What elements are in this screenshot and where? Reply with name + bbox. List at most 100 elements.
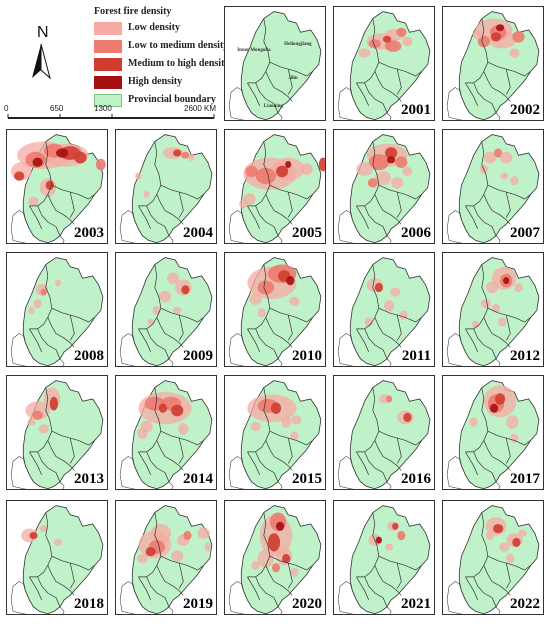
region-map [119, 134, 213, 243]
fire-density-blob [250, 422, 261, 432]
province-border [37, 205, 61, 236]
scale-bar: 0 650 1300 2600 KM [4, 104, 220, 126]
region-map [446, 11, 540, 120]
province-border [505, 563, 511, 589]
province-border [378, 430, 422, 446]
province-border [247, 18, 271, 84]
year-label: 2001 [401, 102, 431, 118]
province-border [287, 438, 293, 464]
fire-density-blob [286, 276, 295, 286]
province-border [396, 315, 402, 341]
year-map-panel: 2009 [115, 252, 217, 367]
year-label: 2015 [292, 471, 322, 487]
fire-density-blob [512, 537, 521, 547]
fire-density-blob [183, 530, 192, 541]
fire-density-blob [397, 530, 406, 541]
province-border [396, 438, 402, 464]
province-border [356, 264, 380, 330]
year-label: 2004 [183, 225, 213, 241]
year-label: 2002 [510, 102, 540, 118]
fire-density-blob [39, 525, 48, 533]
fire-density-blob [197, 527, 210, 539]
fire-density-blob [402, 166, 413, 176]
province-border [138, 141, 162, 207]
year-map-panel: 2018 [6, 500, 108, 615]
fire-density-blob [137, 553, 148, 564]
region-map [446, 257, 540, 366]
fire-density-blob [257, 549, 274, 568]
fire-density-blob [167, 272, 180, 285]
province-border [465, 387, 489, 453]
province-border [160, 307, 204, 323]
scale-label-650: 650 [50, 104, 64, 113]
fire-density-blob [204, 542, 211, 552]
region-map [10, 505, 104, 614]
province-border [473, 82, 497, 113]
province-border [269, 555, 313, 571]
fire-density-blob [255, 167, 276, 185]
province-border [483, 317, 511, 348]
province-border [138, 451, 152, 476]
legend-swatch [94, 22, 122, 35]
fire-density-blob [496, 24, 505, 32]
fire-density-blob [137, 427, 148, 440]
province-border [247, 451, 261, 476]
fire-density-blob [480, 299, 491, 309]
legend-label: Medium to high density [128, 58, 230, 69]
province-border [487, 307, 531, 323]
fire-density-blob [251, 560, 260, 570]
province-border [146, 451, 170, 482]
legend-label: Low density [128, 22, 180, 33]
fire-density-blob [181, 285, 190, 295]
province-border [178, 315, 184, 341]
fire-density-blob [33, 299, 42, 309]
fire-density-blob [282, 553, 291, 564]
province-border [29, 141, 53, 207]
region-map [228, 505, 322, 614]
year-label: 2009 [183, 348, 213, 364]
province-border [483, 565, 511, 596]
fire-density-blob [173, 307, 182, 314]
fire-density-blob [491, 303, 501, 313]
fire-density-blob [385, 40, 402, 52]
province-border [47, 440, 75, 471]
year-map-panel: 2012 [442, 252, 544, 367]
region-map [119, 257, 213, 366]
province-border [178, 438, 184, 464]
province-border [265, 194, 293, 225]
fire-density-blob [483, 151, 496, 164]
region-map [10, 257, 104, 366]
province-border [247, 205, 261, 230]
region-map [446, 505, 540, 614]
fire-density-blob [53, 538, 63, 546]
legend-label: High density [128, 76, 183, 87]
province-border [138, 328, 152, 353]
province-border [378, 184, 422, 200]
province-border [465, 205, 479, 230]
province-border [138, 576, 152, 601]
region-map [119, 505, 213, 614]
fire-density-blob [489, 403, 499, 413]
province-border [265, 565, 293, 596]
province-border [465, 18, 489, 84]
fire-density-blob [281, 416, 292, 428]
fire-density-blob [395, 156, 408, 168]
fire-density-blob [38, 424, 49, 434]
region-map [337, 505, 431, 614]
province-border [146, 576, 170, 607]
region-map [10, 380, 104, 489]
fire-density-blob [399, 310, 408, 320]
fire-density-blob [289, 296, 300, 306]
province-border [138, 264, 162, 330]
fire-density-blob [382, 35, 392, 43]
year-map-panel: 2021 [333, 500, 435, 615]
fire-density-blob [367, 178, 378, 188]
fire-density-blob [28, 307, 35, 314]
fire-density-blob [512, 31, 525, 43]
province-border [465, 264, 489, 330]
year-label: 2014 [183, 471, 213, 487]
province-border [465, 328, 479, 353]
fire-density-blob [291, 415, 302, 425]
province-border [138, 512, 162, 578]
fire-density-blob [469, 417, 478, 427]
